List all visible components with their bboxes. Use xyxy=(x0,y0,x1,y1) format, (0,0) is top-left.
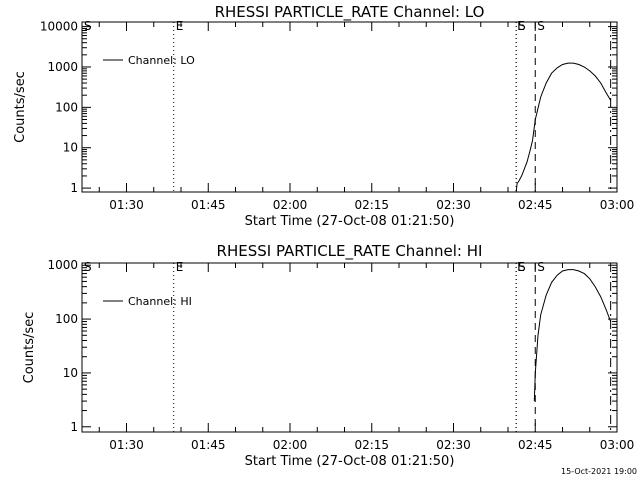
x-tick-label: 01:45 xyxy=(191,438,226,452)
marker-label-e: E xyxy=(517,19,525,33)
marker-label-s: S xyxy=(518,260,526,274)
marker-label-s: S xyxy=(84,19,92,33)
x-axis-label: Start Time (27-Oct-08 01:21:50) xyxy=(245,454,455,469)
chart-panel-2: RHESSI PARTICLE_RATE Channel: HI 01:30 01:… xyxy=(22,242,634,469)
chart-title: RHESSI PARTICLE_RATE Channel: HI xyxy=(217,242,483,261)
x-tick-label: 02:15 xyxy=(354,438,389,452)
series-line-channel-hi xyxy=(533,269,612,402)
marker-label-e: E xyxy=(176,260,184,274)
chart-title: RHESSI PARTICLE_RATE Channel: LO xyxy=(215,3,485,22)
marker-label-e: E xyxy=(176,19,184,33)
x-tick-label: 01:45 xyxy=(191,198,226,212)
y-tick-label: 10 xyxy=(63,141,78,155)
timestamp-label: 15-Oct-2021 19:00 xyxy=(561,467,637,476)
y-tick-label: 1 xyxy=(70,420,78,434)
y-tick-label: 10 xyxy=(63,366,78,380)
x-tick-label: 02:30 xyxy=(436,438,471,452)
legend-label: Channel: LO xyxy=(128,54,195,67)
x-tick-label: 02:30 xyxy=(436,198,471,212)
marker-label-s: S xyxy=(84,260,92,274)
series-line-channel-lo xyxy=(515,62,612,193)
x-tick-label: 01:30 xyxy=(109,198,144,212)
y-tick-label: 100 xyxy=(55,100,78,114)
panels-group: RHESSI PARTICLE_RATE Channel: LO 01:30 01:… xyxy=(13,3,634,469)
y-axis-label: Counts/sec xyxy=(13,71,28,143)
legend-label: Channel: HI xyxy=(128,295,192,308)
chart-panel-1: RHESSI PARTICLE_RATE Channel: LO 01:30 01:… xyxy=(13,3,634,229)
marker-label-e: E xyxy=(517,260,525,274)
y-tick-label: 10000 xyxy=(40,20,78,34)
marker-label-s: S xyxy=(537,19,545,33)
x-tick-label: 02:00 xyxy=(273,198,308,212)
x-tick-label: 01:30 xyxy=(109,438,144,452)
y-axis-label: Counts/sec xyxy=(22,312,37,384)
y-tick-label: 100 xyxy=(55,312,78,326)
marker-label-s: S xyxy=(537,260,545,274)
x-tick-label: 03:00 xyxy=(600,438,635,452)
marker-label-s: S xyxy=(518,19,526,33)
y-tick-label: 1 xyxy=(70,181,78,195)
y-tick-label: 1000 xyxy=(47,258,78,272)
x-tick-label: 02:45 xyxy=(518,198,553,212)
x-tick-label: 03:00 xyxy=(600,198,635,212)
y-tick-label: 1000 xyxy=(47,60,78,74)
x-tick-label: 02:00 xyxy=(273,438,308,452)
x-tick-label: 02:45 xyxy=(518,438,553,452)
x-axis-label: Start Time (27-Oct-08 01:21:50) xyxy=(245,214,455,229)
x-tick-label: 02:15 xyxy=(354,198,389,212)
